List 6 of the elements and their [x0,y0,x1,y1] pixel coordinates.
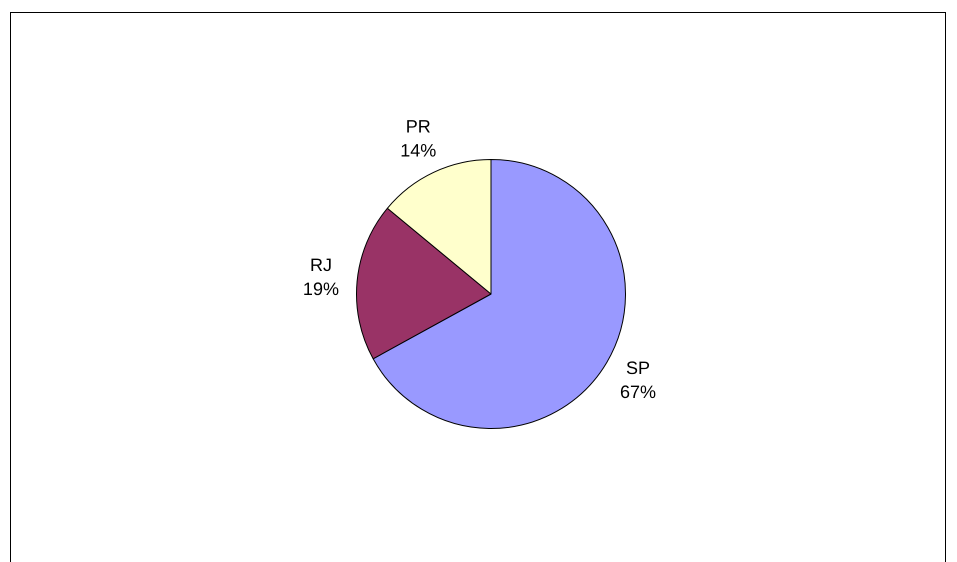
slice-label: PR [406,116,431,136]
slice-label: RJ [310,254,332,275]
data-label: 67% [620,382,656,402]
data-label: 14% [400,140,436,160]
data-label: 19% [302,278,339,299]
slice-label: SP [626,358,650,378]
